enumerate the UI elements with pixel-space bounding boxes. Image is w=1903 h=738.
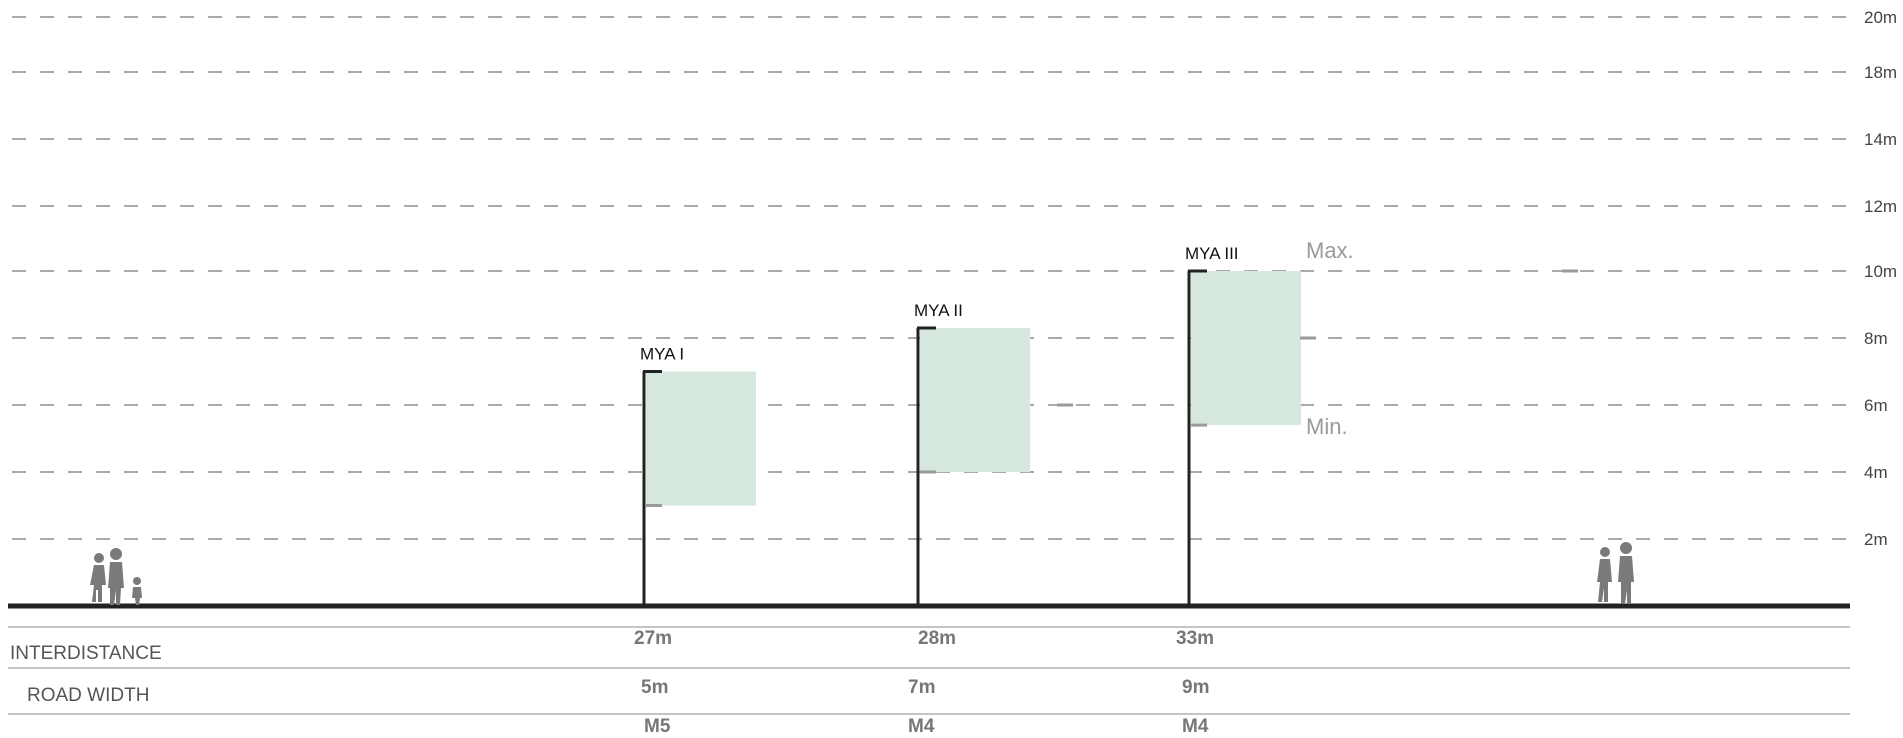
interdistance-value: 27m [634, 628, 672, 649]
height-tick-label: 18m [1864, 63, 1897, 82]
lighting-class-value: M4 [908, 716, 935, 737]
height-tick-label: 10m [1864, 262, 1897, 281]
pole-label: MYA II [914, 301, 963, 320]
interdistance-value: 33m [1176, 628, 1214, 649]
road-width-value: 5m [641, 677, 668, 698]
interdistance-value: 28m [918, 628, 956, 649]
height-tick-label: 2m [1864, 530, 1888, 549]
road-width-value: 7m [908, 677, 935, 698]
height-tick-label: 6m [1864, 396, 1888, 415]
height-tick-label: 20m [1864, 8, 1897, 27]
pedestrian-couple-icon [1597, 542, 1634, 604]
height-grid: 2m 4m 6m 8m 10m 12m 14m 18m 20m [12, 8, 1897, 549]
pole-label: MYA III [1185, 244, 1239, 263]
min-label: Min. [1306, 414, 1348, 439]
road-width-label: ROAD WIDTH [27, 685, 149, 706]
height-tick-label: 12m [1864, 197, 1897, 216]
height-tick-label: 4m [1864, 463, 1888, 482]
road-width-value: 9m [1182, 677, 1209, 698]
light-range-band [646, 371, 756, 506]
light-ranges [646, 271, 1301, 506]
lighting-class-value: M4 [1182, 716, 1209, 737]
pole-label: MYA I [640, 345, 684, 364]
light-range-band [920, 327, 1030, 472]
lighting-class-value: M5 [644, 716, 671, 737]
pedestrian-family-icon [90, 548, 142, 605]
height-tick-label: 14m [1864, 130, 1897, 149]
height-tick-label: 8m [1864, 329, 1888, 348]
light-range-band [1191, 271, 1301, 426]
interdistance-label: INTERDISTANCE [10, 643, 162, 664]
info-table: INTERDISTANCE 27m 28m 33m ROAD WIDTH 5m … [8, 626, 1850, 737]
light-poles: MYA I MYA II MYA III [640, 244, 1578, 606]
max-label: Max. [1306, 238, 1354, 263]
